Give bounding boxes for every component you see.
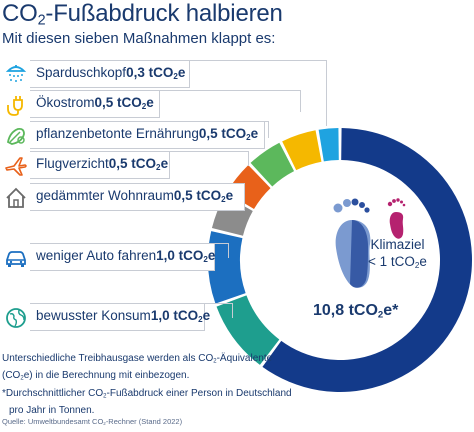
plug-icon	[4, 93, 28, 117]
house-icon	[4, 186, 28, 210]
donut-segment	[318, 128, 339, 162]
donut-segment	[262, 128, 472, 392]
measure-label-box	[30, 183, 245, 211]
leader-line	[215, 243, 228, 244]
measure-label: Flugverzicht0,5 tCO2e	[36, 156, 169, 173]
car-icon	[4, 246, 28, 270]
measure-label-box	[30, 60, 190, 88]
globe-icon	[4, 306, 28, 330]
measure-label: Sparduschkopf0,3 tCO2e	[36, 65, 186, 82]
vegetable-icon	[4, 124, 28, 148]
note-co2-equivalents: Unterschiedliche Treibhausgase werden al…	[2, 353, 273, 381]
large-footprint-icon	[333, 198, 371, 288]
total-footprint-value: 10,8 tCO2e*	[313, 302, 399, 321]
leader-line	[160, 90, 300, 91]
measure-label: pflanzenbetonte Ernährung0,5 tCO2e	[36, 126, 259, 143]
measure-label: gedämmter Wohnraum0,5 tCO2e	[36, 188, 234, 205]
leader-line	[232, 303, 233, 318]
small-footprint-icon	[387, 198, 406, 239]
measure-label-box	[30, 303, 205, 331]
donut-segment	[208, 231, 246, 304]
leader-line	[170, 151, 248, 152]
measure-label-box	[30, 90, 160, 118]
measure-label-box	[30, 121, 265, 149]
measure-label: weniger Auto fahren1,0 tCO2e	[36, 248, 216, 265]
note-average-footprint: *Durchschnittlicher CO2-Fußabdruck einer…	[2, 388, 292, 416]
leader-line	[326, 60, 327, 126]
footprint-icons	[333, 198, 406, 288]
leader-line	[265, 121, 268, 122]
page-subtitle: Mit diesen sieben Maßnahmen klappt es:	[2, 30, 276, 47]
donut-segment	[282, 130, 322, 171]
shower-icon	[4, 63, 28, 87]
measure-label: Ökostrom0,5 tCO2e	[36, 95, 154, 112]
measure-label-box	[30, 243, 215, 271]
airplane-icon	[4, 154, 28, 178]
measure-label-box	[30, 151, 170, 179]
leader-line	[190, 60, 326, 61]
leader-line	[248, 151, 249, 166]
climate-target-label: Klimaziel < 1 tCO2e	[368, 237, 427, 271]
leader-line	[268, 121, 269, 138]
source-note: Quelle: Umweltbundesamt CO2-Rechner (Sta…	[2, 417, 183, 427]
measure-label: bewusster Konsum1,0 tCO2e	[36, 308, 211, 325]
page-title: CO2-Fußabdruck halbieren	[2, 0, 283, 29]
leader-line	[300, 90, 301, 112]
donut-segment	[250, 142, 295, 187]
leader-line	[205, 303, 232, 304]
leader-line	[228, 243, 229, 258]
